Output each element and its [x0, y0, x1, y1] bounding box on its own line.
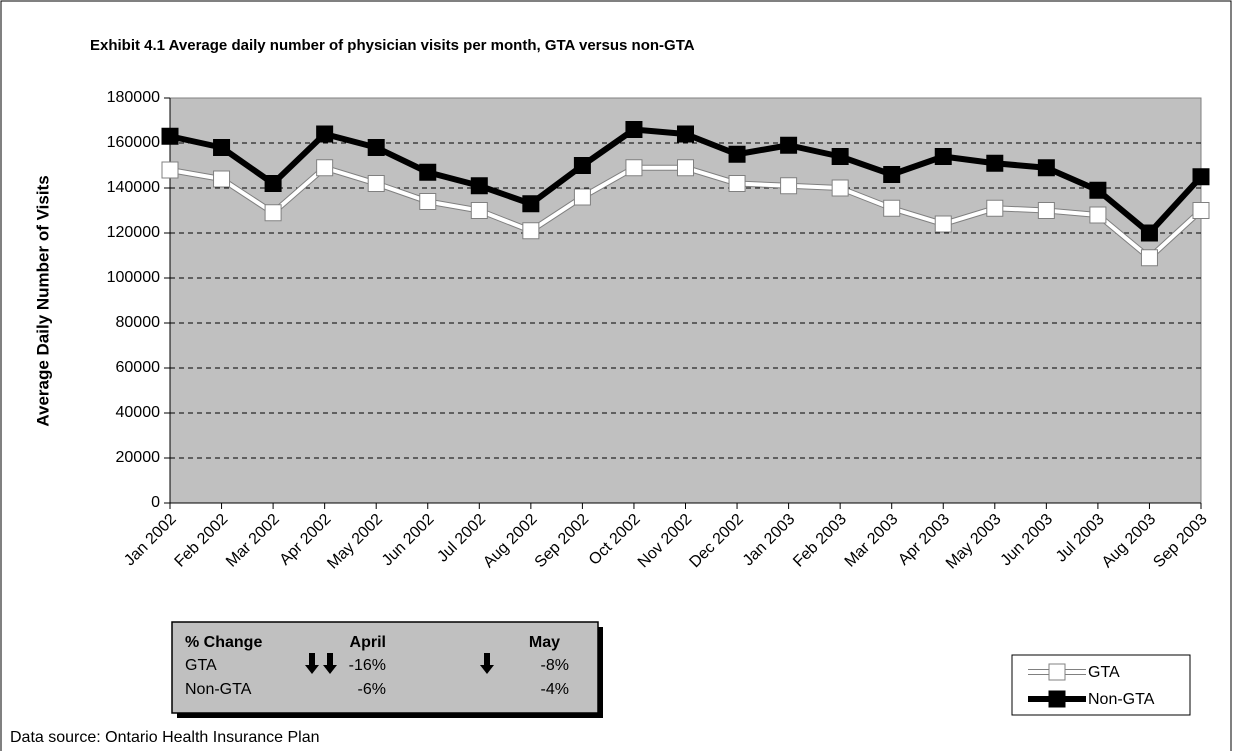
- series-marker: [986, 154, 1004, 172]
- series-marker: [316, 159, 334, 177]
- series-marker: [986, 199, 1004, 217]
- y-tick-label: 0: [151, 494, 160, 511]
- plot-area: [169, 97, 1202, 504]
- series-marker: [213, 139, 231, 156]
- series-marker: [1089, 206, 1107, 224]
- arrow-icon: [305, 653, 319, 674]
- series-marker: [1089, 181, 1107, 199]
- table-cell: GTA: [185, 657, 217, 674]
- series-marker: [522, 222, 540, 240]
- arrow-icon: [323, 653, 337, 674]
- series-marker: [161, 127, 179, 145]
- series-marker: [883, 199, 901, 217]
- table-cell: -16%: [349, 657, 386, 674]
- series-marker: [883, 166, 901, 183]
- series-marker: [1140, 224, 1158, 242]
- series-marker: [934, 148, 952, 165]
- series-marker: [728, 145, 746, 163]
- source-note: Data source: Ontario Health Insurance Pl…: [10, 729, 320, 746]
- series-marker: [1192, 202, 1210, 219]
- arrow-icon: [480, 653, 494, 674]
- legend-box: [1011, 654, 1191, 716]
- y-axis-label: Average Daily Number of Visits: [33, 175, 52, 426]
- series-marker: [1140, 249, 1158, 267]
- series-marker: [316, 125, 334, 143]
- series-marker: [264, 175, 282, 192]
- change-table: % Change April May GTA -16% -8% Non-GTA …: [171, 621, 603, 718]
- y-tick-label: 20000: [116, 449, 161, 466]
- series-marker: [264, 204, 282, 222]
- series-marker: [1037, 159, 1055, 177]
- series-marker: [522, 195, 540, 213]
- series-marker: [1192, 168, 1210, 186]
- series-marker: [625, 159, 643, 177]
- table-cell: -6%: [358, 681, 386, 698]
- series-marker: [367, 139, 385, 156]
- series-marker: [831, 179, 849, 197]
- table-cell: -8%: [541, 657, 569, 674]
- series-marker: [1037, 202, 1055, 219]
- series-marker: [161, 161, 179, 179]
- legend-label: Non-GTA: [1088, 691, 1155, 708]
- chart-title: Exhibit 4.1 Average daily number of phys…: [90, 37, 695, 54]
- table-cell: Non-GTA: [185, 681, 252, 698]
- legend: GTA Non-GTA: [1028, 663, 1155, 708]
- series-marker: [780, 177, 798, 195]
- y-tick-label: 180000: [107, 89, 160, 106]
- series-marker: [573, 157, 591, 174]
- y-tick-label: 160000: [107, 134, 160, 151]
- series-marker: [728, 175, 746, 192]
- table-box: [171, 621, 599, 714]
- y-tick-label: 60000: [116, 359, 161, 376]
- series-marker: [213, 170, 231, 188]
- series-marker: [780, 136, 798, 154]
- series-marker: [831, 148, 849, 165]
- legend-label: GTA: [1088, 664, 1120, 681]
- series-marker: [677, 125, 694, 143]
- down-arrows: [305, 653, 494, 674]
- table-header: April: [350, 634, 386, 651]
- y-tick-label: 120000: [107, 224, 160, 241]
- legend-marker: [1048, 663, 1066, 681]
- table-cell: -4%: [541, 681, 569, 698]
- legend-marker: [1048, 690, 1066, 708]
- y-tick-label: 80000: [116, 314, 161, 331]
- series-marker: [625, 121, 643, 138]
- plot: 0 20000 40000 60000 80000 100000 120000 140000 1…: [107, 89, 1211, 572]
- series-marker: [677, 159, 694, 177]
- table-header: % Change: [185, 634, 262, 651]
- y-tick-label: 100000: [107, 269, 160, 286]
- series-marker: [470, 202, 488, 219]
- series-marker: [419, 193, 437, 210]
- y-tick-label: 140000: [107, 179, 160, 196]
- series-marker: [470, 177, 488, 195]
- table-header: May: [529, 634, 560, 651]
- series-marker: [934, 215, 952, 233]
- y-tick-label: 40000: [116, 404, 161, 421]
- series-marker: [367, 175, 385, 192]
- series-marker: [419, 163, 437, 181]
- series-marker: [573, 188, 591, 206]
